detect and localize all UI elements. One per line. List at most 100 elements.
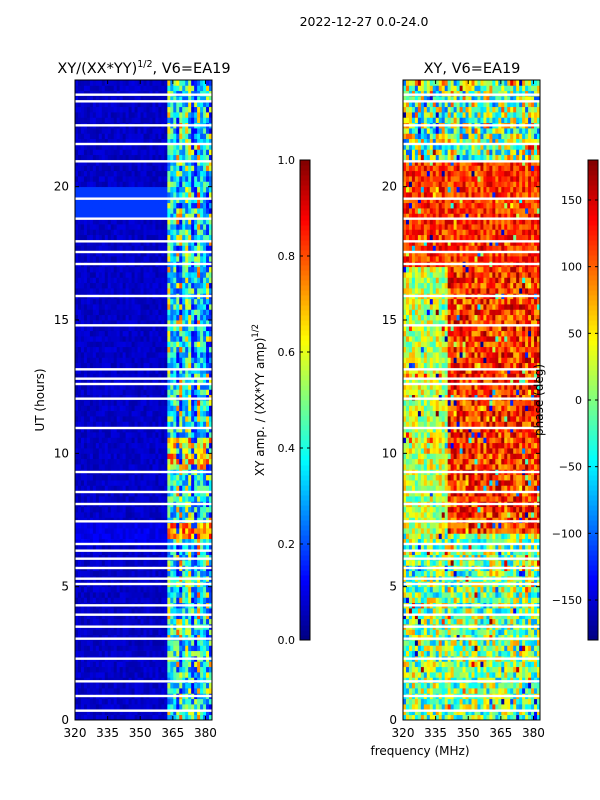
heatmap-cell xyxy=(185,682,189,689)
heatmap-cell xyxy=(152,304,156,310)
heatmap-cell xyxy=(128,666,132,673)
heatmap-cell xyxy=(167,661,171,668)
heatmap-cell xyxy=(194,298,198,305)
heatmap-cell xyxy=(146,682,150,689)
heatmap-cell xyxy=(173,421,177,428)
heatmap-cell xyxy=(182,272,186,278)
heatmap-cell xyxy=(86,368,91,374)
heatmap-cell xyxy=(86,538,91,545)
heatmap-cell xyxy=(101,389,106,396)
heatmap-cell xyxy=(110,586,115,593)
heatmap-cell xyxy=(167,229,171,236)
heatmap-cell xyxy=(110,389,115,396)
heatmap-cell xyxy=(89,544,94,550)
heatmap-cell xyxy=(149,661,153,668)
heatmap-cell xyxy=(119,389,124,396)
heatmap-cell xyxy=(152,250,156,257)
heatmap-cell xyxy=(125,298,130,305)
heatmap-cell xyxy=(185,608,189,614)
heatmap-cell xyxy=(176,613,180,620)
heatmap-cell xyxy=(191,560,195,566)
heatmap-cell xyxy=(122,458,127,465)
heatmap-cell xyxy=(113,421,118,428)
heatmap-cell xyxy=(131,618,135,625)
heatmap-cell xyxy=(101,346,106,353)
heatmap-cell xyxy=(194,442,198,449)
heatmap-cell xyxy=(116,320,121,326)
heatmap-cell xyxy=(209,277,213,284)
heatmap-cell xyxy=(185,490,189,497)
heatmap-cell xyxy=(179,480,183,486)
heatmap-cell xyxy=(80,224,85,230)
heatmap-cell xyxy=(134,245,138,252)
heatmap-cell xyxy=(179,421,183,428)
heatmap-cell xyxy=(209,192,213,198)
heatmap-cell xyxy=(143,368,147,374)
heatmap-cell xyxy=(137,709,141,716)
heatmap-cell xyxy=(161,341,165,348)
heatmap-cell xyxy=(107,474,112,481)
heatmap-cell xyxy=(95,320,100,326)
heatmap-cell xyxy=(125,277,130,284)
heatmap-cell xyxy=(125,533,130,540)
heatmap-cell xyxy=(188,666,192,673)
heatmap-cell xyxy=(134,170,138,177)
heatmap-cell xyxy=(101,138,106,145)
heatmap-cell xyxy=(203,362,207,369)
heatmap-cell xyxy=(161,512,165,518)
heatmap-cell xyxy=(122,442,127,449)
heatmap-cell xyxy=(92,709,97,716)
heatmap-cell xyxy=(197,592,201,598)
heatmap-cell xyxy=(161,160,165,166)
heatmap-cell xyxy=(116,549,121,556)
heatmap-cell xyxy=(143,533,147,540)
heatmap-cell xyxy=(155,213,159,220)
heatmap-cell xyxy=(119,480,124,486)
heatmap-cell xyxy=(86,197,91,204)
heatmap-cell xyxy=(113,533,118,540)
heatmap-cell xyxy=(122,362,127,369)
heatmap-cell xyxy=(164,197,168,204)
heatmap-cell xyxy=(200,213,204,220)
heatmap-cell xyxy=(101,666,106,673)
heatmap-cell xyxy=(119,154,124,161)
heatmap-cell xyxy=(98,629,103,636)
heatmap-cell xyxy=(104,144,109,150)
heatmap-cell xyxy=(86,149,91,156)
heatmap-cell xyxy=(188,208,192,214)
heatmap-cell xyxy=(143,224,147,230)
heatmap-cell xyxy=(188,213,192,220)
heatmap-cell xyxy=(134,714,138,721)
heatmap-cell xyxy=(77,522,82,529)
heatmap-cell xyxy=(110,597,115,604)
heatmap-cell xyxy=(143,432,147,438)
heatmap-cell xyxy=(107,144,112,150)
heatmap-cell xyxy=(197,165,201,172)
heatmap-cell xyxy=(176,341,180,348)
heatmap-cell xyxy=(110,202,115,209)
heatmap-cell xyxy=(107,613,112,620)
heatmap-cell xyxy=(98,298,103,305)
heatmap-cell xyxy=(188,405,192,412)
heatmap-cell xyxy=(185,202,189,209)
heatmap-cell xyxy=(179,224,183,230)
heatmap-cell xyxy=(86,144,91,150)
heatmap-cell xyxy=(80,138,85,145)
heatmap-cell xyxy=(89,538,94,545)
heatmap-cell xyxy=(173,682,177,689)
heatmap-cell xyxy=(119,629,124,636)
heatmap-cell xyxy=(182,490,186,497)
heatmap-cell xyxy=(194,458,198,465)
heatmap-cell xyxy=(158,560,162,566)
heatmap-cell xyxy=(80,453,85,460)
heatmap-cell xyxy=(200,154,204,161)
heatmap-cell xyxy=(155,192,159,198)
heatmap-cell xyxy=(143,480,147,486)
heatmap-cell xyxy=(92,341,97,348)
heatmap-cell xyxy=(143,570,147,577)
heatmap-cell xyxy=(188,170,192,177)
heatmap-cell xyxy=(152,682,156,689)
heatmap-cell xyxy=(137,288,141,294)
heatmap-cell xyxy=(209,570,213,577)
heatmap-cell xyxy=(113,373,118,380)
